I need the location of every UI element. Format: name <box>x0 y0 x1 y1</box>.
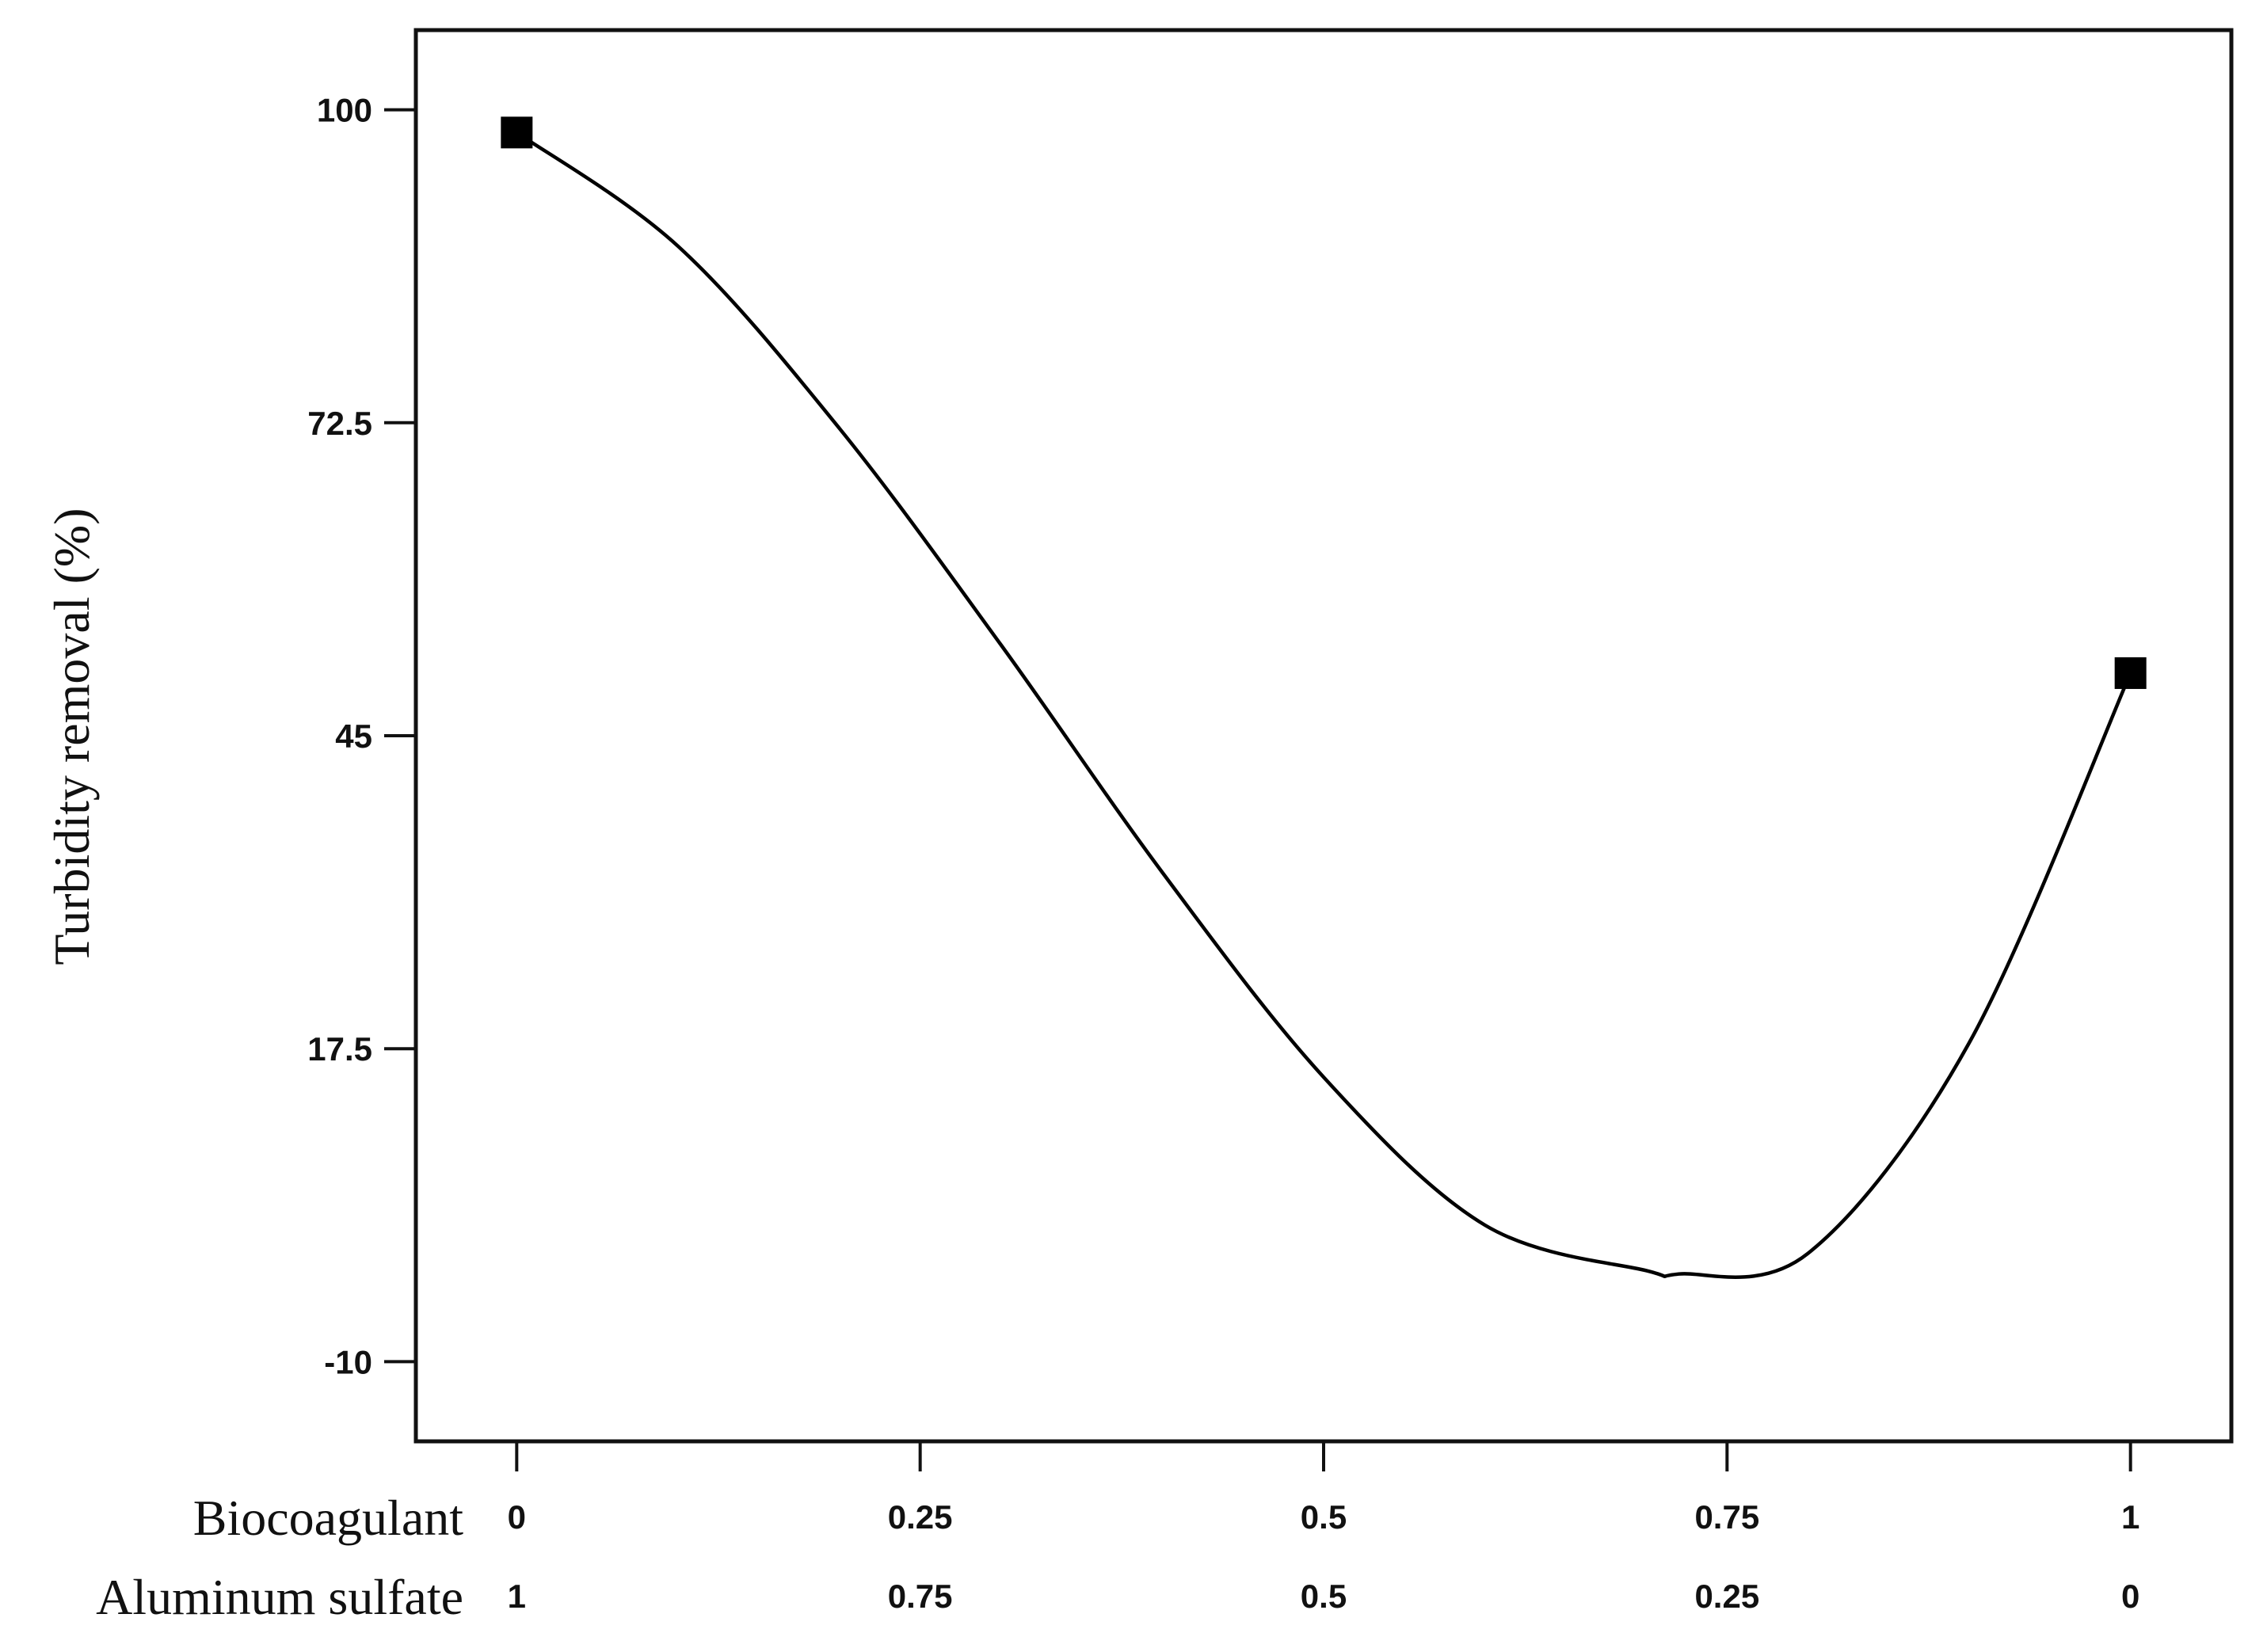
data-point-marker <box>2114 657 2147 689</box>
x-tick-label: 0 <box>508 1498 526 1536</box>
x-tick-label: 0.75 <box>1694 1498 1759 1536</box>
y-tick-label: 72.5 <box>307 405 372 442</box>
x-tick-label: 0.25 <box>1694 1578 1759 1615</box>
data-point-marker <box>501 116 533 149</box>
x-tick-label: 0.5 <box>1301 1498 1347 1536</box>
x-tick-label: 0.5 <box>1301 1578 1347 1615</box>
y-tick-label: 100 <box>317 92 372 129</box>
y-tick-label: 17.5 <box>307 1030 372 1068</box>
y-axis: 100 72.5 45 17.5 -10 <box>307 92 416 1380</box>
series-line <box>516 131 2132 1279</box>
y-tick-label: -10 <box>324 1343 372 1380</box>
y-tick-label: 45 <box>335 718 372 755</box>
x-tick-label: 0.75 <box>888 1578 953 1615</box>
x-tick-label: 1 <box>2121 1498 2139 1536</box>
x-row-labels: Biocoagulant Aluminum sulfate <box>96 1490 463 1625</box>
x-tick-label: 1 <box>508 1578 526 1615</box>
y-axis-title: Turbidity removal (%) <box>44 508 100 965</box>
x-tick-label: 0.25 <box>888 1498 953 1536</box>
x-row-label: Aluminum sulfate <box>96 1569 463 1625</box>
plot-frame <box>413 28 2234 1444</box>
x-axis: 0 1 0.25 0.75 0.5 0.5 0.75 0.25 1 0 <box>508 1441 2139 1615</box>
x-row-label: Biocoagulant <box>193 1490 463 1546</box>
markers <box>501 116 2147 689</box>
x-tick-label: 0 <box>2121 1578 2139 1615</box>
